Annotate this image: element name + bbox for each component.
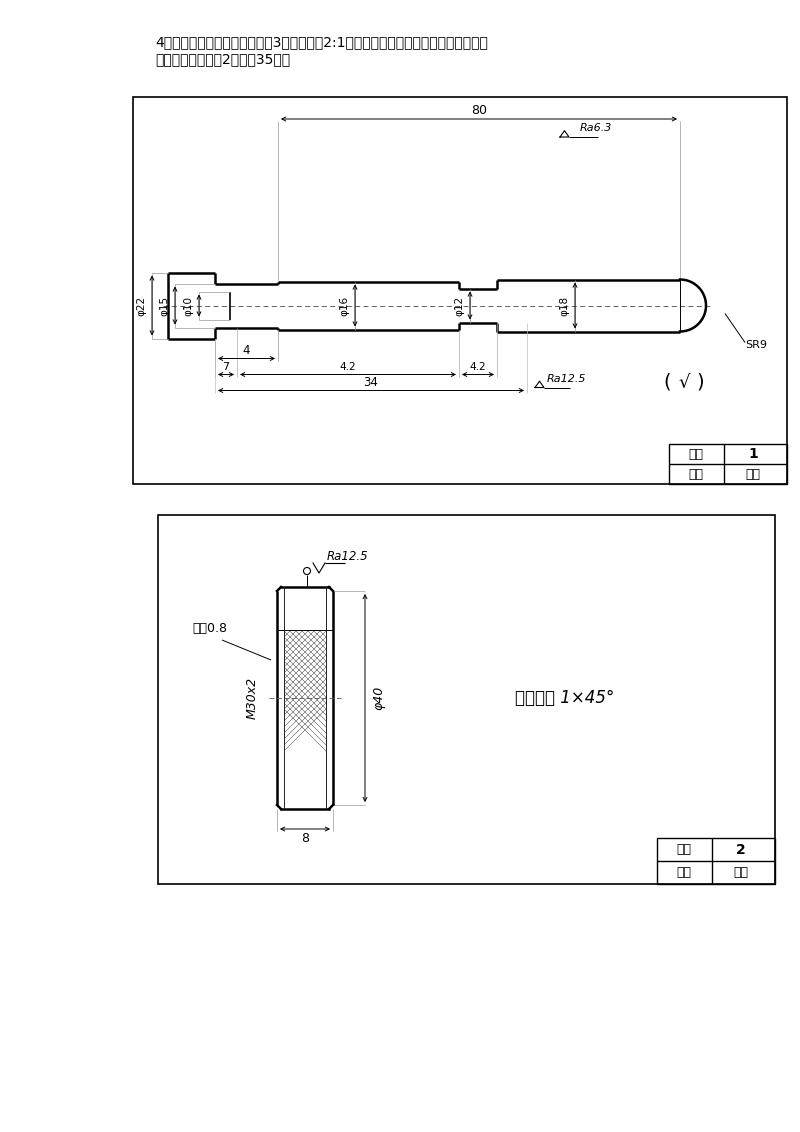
Text: 34: 34 [363,376,378,389]
Text: SR9: SR9 [745,341,767,351]
Text: Ra12.5: Ra12.5 [547,374,586,384]
Text: 阀芯: 阀芯 [746,468,761,480]
Text: (: ( [663,374,670,392]
Text: 4.2: 4.2 [470,361,486,371]
Text: 80: 80 [471,103,487,117]
Text: 全部倒角 1×45°: 全部倒角 1×45° [515,689,614,708]
Text: 序号: 序号 [689,447,703,461]
Text: φ12: φ12 [454,295,464,316]
Text: φ18: φ18 [559,295,569,316]
Bar [669,444,787,484]
Text: 4: 4 [242,344,250,357]
Text: φ16: φ16 [339,295,349,316]
Text: 4.2: 4.2 [340,361,356,371]
Text: M30x2: M30x2 [246,677,258,719]
Text: （参考装配图见第2页）（35分）: （参考装配图见第2页）（35分） [155,52,290,66]
Bar [657,838,775,884]
Text: 序号: 序号 [677,843,691,856]
Text: 4．根据给定的零件图（包括第3题图），按2:1比例绘制装配图，并标注序号和尺寸。: 4．根据给定的零件图（包括第3题图），按2:1比例绘制装配图，并标注序号和尺寸。 [155,35,488,49]
Bar [158,515,775,884]
Text: ): ) [696,374,704,392]
Text: 螺母: 螺母 [734,866,749,880]
Text: φ15: φ15 [159,295,169,316]
Bar [133,97,787,484]
Text: Ra6.3: Ra6.3 [580,123,612,132]
Text: 8: 8 [301,832,309,844]
Text: 名称: 名称 [689,468,703,480]
Text: √: √ [678,374,690,392]
Text: 2: 2 [736,842,746,857]
Text: 1: 1 [748,447,758,461]
Text: 7: 7 [222,361,230,371]
Text: φ10: φ10 [183,295,193,316]
Text: Ra12.5: Ra12.5 [327,549,369,563]
Text: 名称: 名称 [677,866,691,880]
Text: 网纹0.8: 网纹0.8 [193,621,227,635]
Text: φ40: φ40 [373,686,386,710]
Text: φ22: φ22 [136,295,146,316]
